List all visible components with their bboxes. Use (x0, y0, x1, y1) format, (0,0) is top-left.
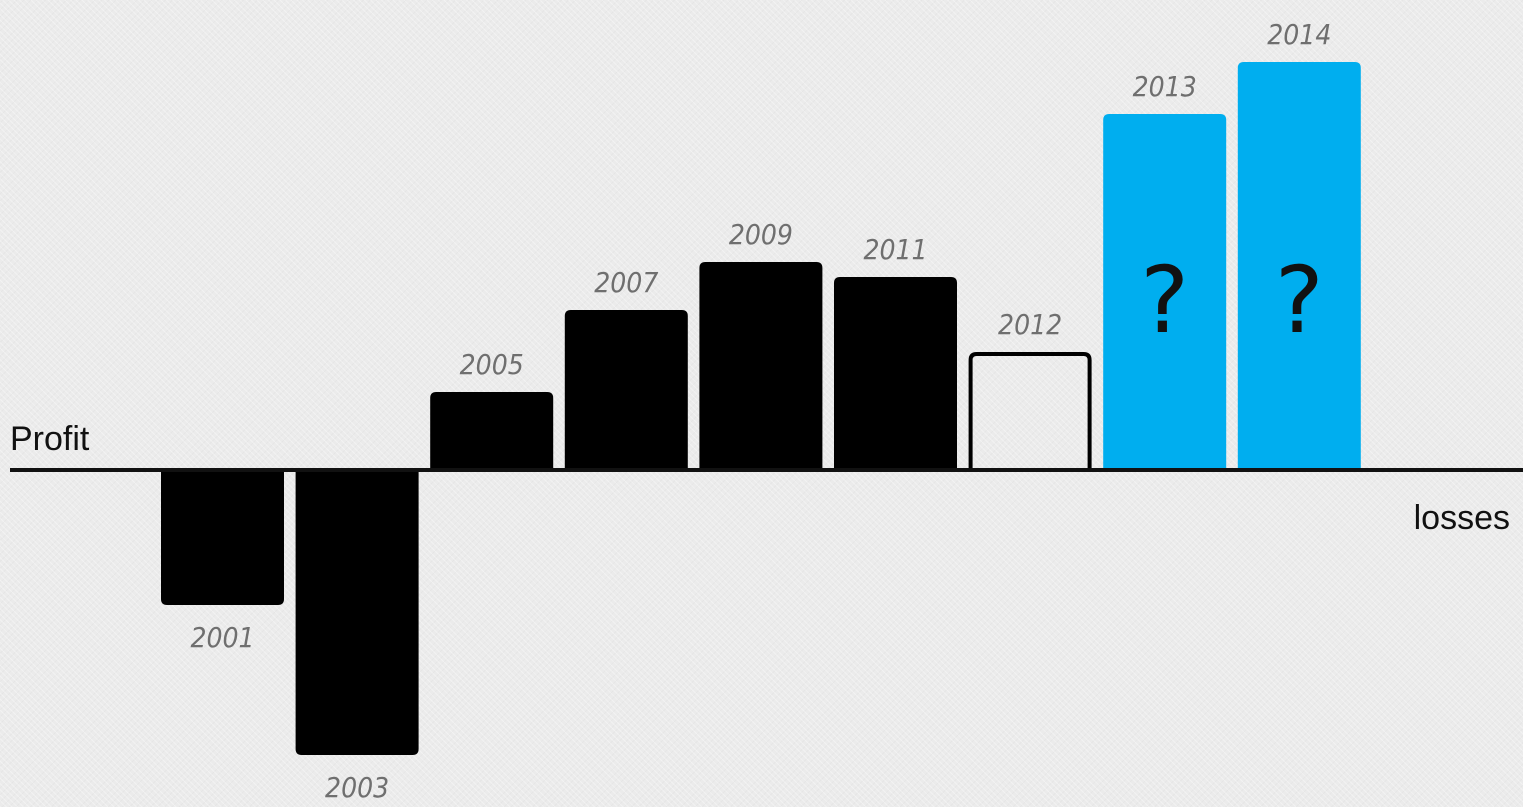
year-label-2003: 2003 (325, 771, 389, 804)
bar-2014 (1237, 62, 1361, 470)
bar-2009 (699, 262, 823, 470)
unknown-mark-2013: ? (1140, 247, 1189, 354)
year-label-2012: 2012 (998, 308, 1062, 341)
bar-2012 (968, 352, 1092, 472)
year-label-2007: 2007 (594, 266, 658, 299)
year-label-2011: 2011 (863, 233, 927, 266)
unknown-marks-group: ?? (1140, 247, 1323, 354)
unknown-mark-2014: ? (1275, 247, 1324, 354)
bar-2013 (1103, 114, 1227, 470)
bar-2001 (161, 470, 284, 605)
year-label-2014: 2014 (1267, 18, 1331, 51)
year-label-2013: 2013 (1133, 70, 1197, 103)
year-labels-group: 2001 2003 2005 2007 2009 2011 2012 2013 2014 (190, 18, 1331, 804)
losses-label: losses (1414, 499, 1510, 537)
year-label-2009: 2009 (729, 218, 793, 251)
bar-2005 (430, 392, 554, 470)
year-label-2001: 2001 (190, 621, 254, 654)
bar-2007 (564, 310, 688, 470)
bar-2003 (295, 470, 419, 755)
bar-2011 (834, 277, 957, 470)
bars-group (161, 62, 1361, 755)
profit-label: Profit (10, 420, 90, 458)
year-label-2005: 2005 (460, 348, 524, 381)
